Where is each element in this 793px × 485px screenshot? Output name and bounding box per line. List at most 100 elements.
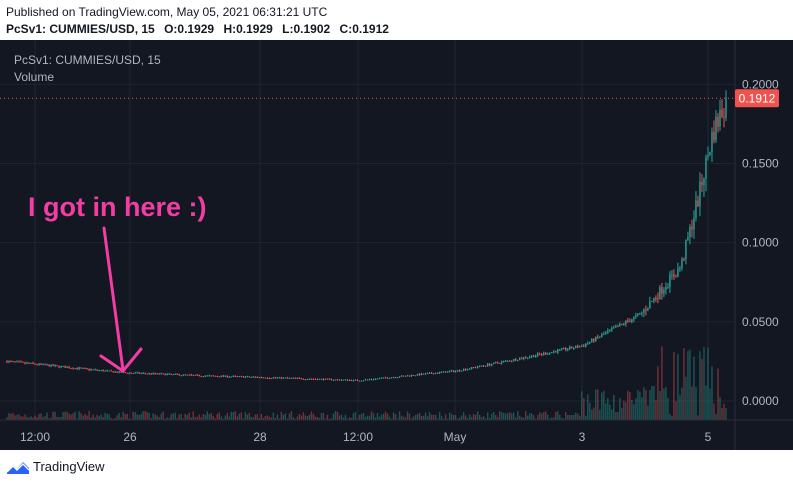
x-tick-label: 12:00 [343, 430, 373, 444]
candle-body [555, 351, 557, 353]
volume-bar [480, 417, 483, 420]
volume-bar [48, 418, 50, 420]
candle-body [569, 346, 571, 350]
candle-body [318, 378, 321, 380]
chart-pane[interactable] [0, 40, 793, 450]
volume-bar [529, 413, 531, 420]
volume-bar [705, 385, 707, 420]
candle-body [160, 373, 162, 375]
volume-bar [174, 412, 176, 420]
candle-body [478, 365, 481, 367]
volume-bar [669, 414, 671, 420]
candle-body [350, 380, 353, 382]
candle-body [126, 372, 128, 374]
volume-bar [673, 352, 675, 420]
candle-body [230, 376, 233, 378]
volume-bar [216, 413, 218, 420]
candle-body [372, 379, 375, 381]
volume-bar [100, 414, 102, 420]
volume-bar [224, 415, 227, 420]
candle-body [224, 375, 227, 377]
candle-body [380, 377, 383, 379]
tradingview-brand[interactable]: TradingView [33, 459, 105, 474]
volume-bar [232, 412, 235, 420]
candle-body [515, 359, 517, 361]
candle-body [128, 372, 130, 374]
candle-body [316, 379, 319, 381]
candle-body [208, 375, 210, 377]
volume-bar [418, 413, 421, 420]
candle-body [699, 181, 701, 207]
candle-body [142, 372, 144, 374]
volume-bar [50, 417, 52, 420]
x-tick-label: 3 [579, 430, 586, 444]
candle-body [561, 348, 563, 350]
volume-bar [248, 412, 251, 420]
volume-bar [116, 415, 118, 420]
volume-bar [400, 415, 403, 420]
volume-bar [66, 411, 68, 420]
volume-bar [637, 390, 639, 420]
candle-body [508, 360, 511, 362]
candle-body [525, 357, 527, 359]
candle-body [122, 372, 124, 374]
candle-body [615, 326, 617, 328]
volume-bar [681, 387, 683, 420]
candle-body [146, 373, 148, 375]
volume-bar [402, 416, 405, 420]
volume-bar [565, 412, 567, 420]
volume-bar [200, 417, 202, 420]
volume-bar [110, 417, 112, 420]
candle-body [274, 377, 277, 379]
volume-bar [252, 416, 255, 420]
volume-bar [649, 390, 651, 420]
volume-bar [541, 413, 543, 420]
volume-bar [78, 411, 80, 420]
candle-body [186, 374, 188, 376]
open-label: O: [164, 22, 178, 36]
candle-body [54, 365, 56, 367]
volume-bar [42, 416, 44, 420]
volume-bar [190, 417, 192, 420]
tradingview-logo-icon[interactable] [6, 459, 30, 475]
candle-body [593, 339, 595, 342]
volume-bar [527, 415, 529, 420]
volume-bar [58, 417, 60, 420]
volume-bar [543, 412, 545, 420]
volume-bar [515, 417, 517, 420]
candle-body [382, 377, 385, 379]
volume-bar [64, 411, 66, 420]
price-chart[interactable]: 0.0000 0.0500 0.1000 0.1500 0.2000 12:00 26 28 1… [0, 40, 793, 450]
volume-bar [256, 413, 259, 420]
volume-bar [128, 418, 130, 420]
candle-body [138, 372, 140, 374]
volume-bar [484, 418, 487, 420]
candle-body [623, 323, 625, 325]
candle-body [488, 363, 491, 366]
volume-bar [440, 415, 443, 420]
volume-bar [633, 404, 635, 420]
volume-bar [320, 412, 323, 420]
volume-bar [585, 415, 587, 420]
candle-body [206, 375, 208, 377]
volume-bar [120, 417, 122, 420]
volume-bar [250, 417, 253, 420]
candle-body [234, 375, 237, 377]
candle-body [723, 116, 725, 118]
candle-body [603, 333, 605, 335]
y-tick-label: 0.1500 [742, 157, 779, 171]
volume-bar [304, 415, 307, 420]
candle-body [294, 377, 297, 379]
volume-bar [140, 413, 142, 420]
volume-bar [308, 414, 311, 420]
volume-bar [609, 404, 611, 420]
candle-body [521, 358, 523, 360]
candle-body [482, 365, 485, 367]
volume-bar [603, 390, 605, 420]
volume-bar [667, 398, 669, 420]
volume-bar [416, 413, 419, 420]
candle-body [547, 353, 549, 355]
volume-bar [352, 413, 355, 420]
candle-body [130, 372, 132, 374]
candle-body [344, 379, 347, 381]
